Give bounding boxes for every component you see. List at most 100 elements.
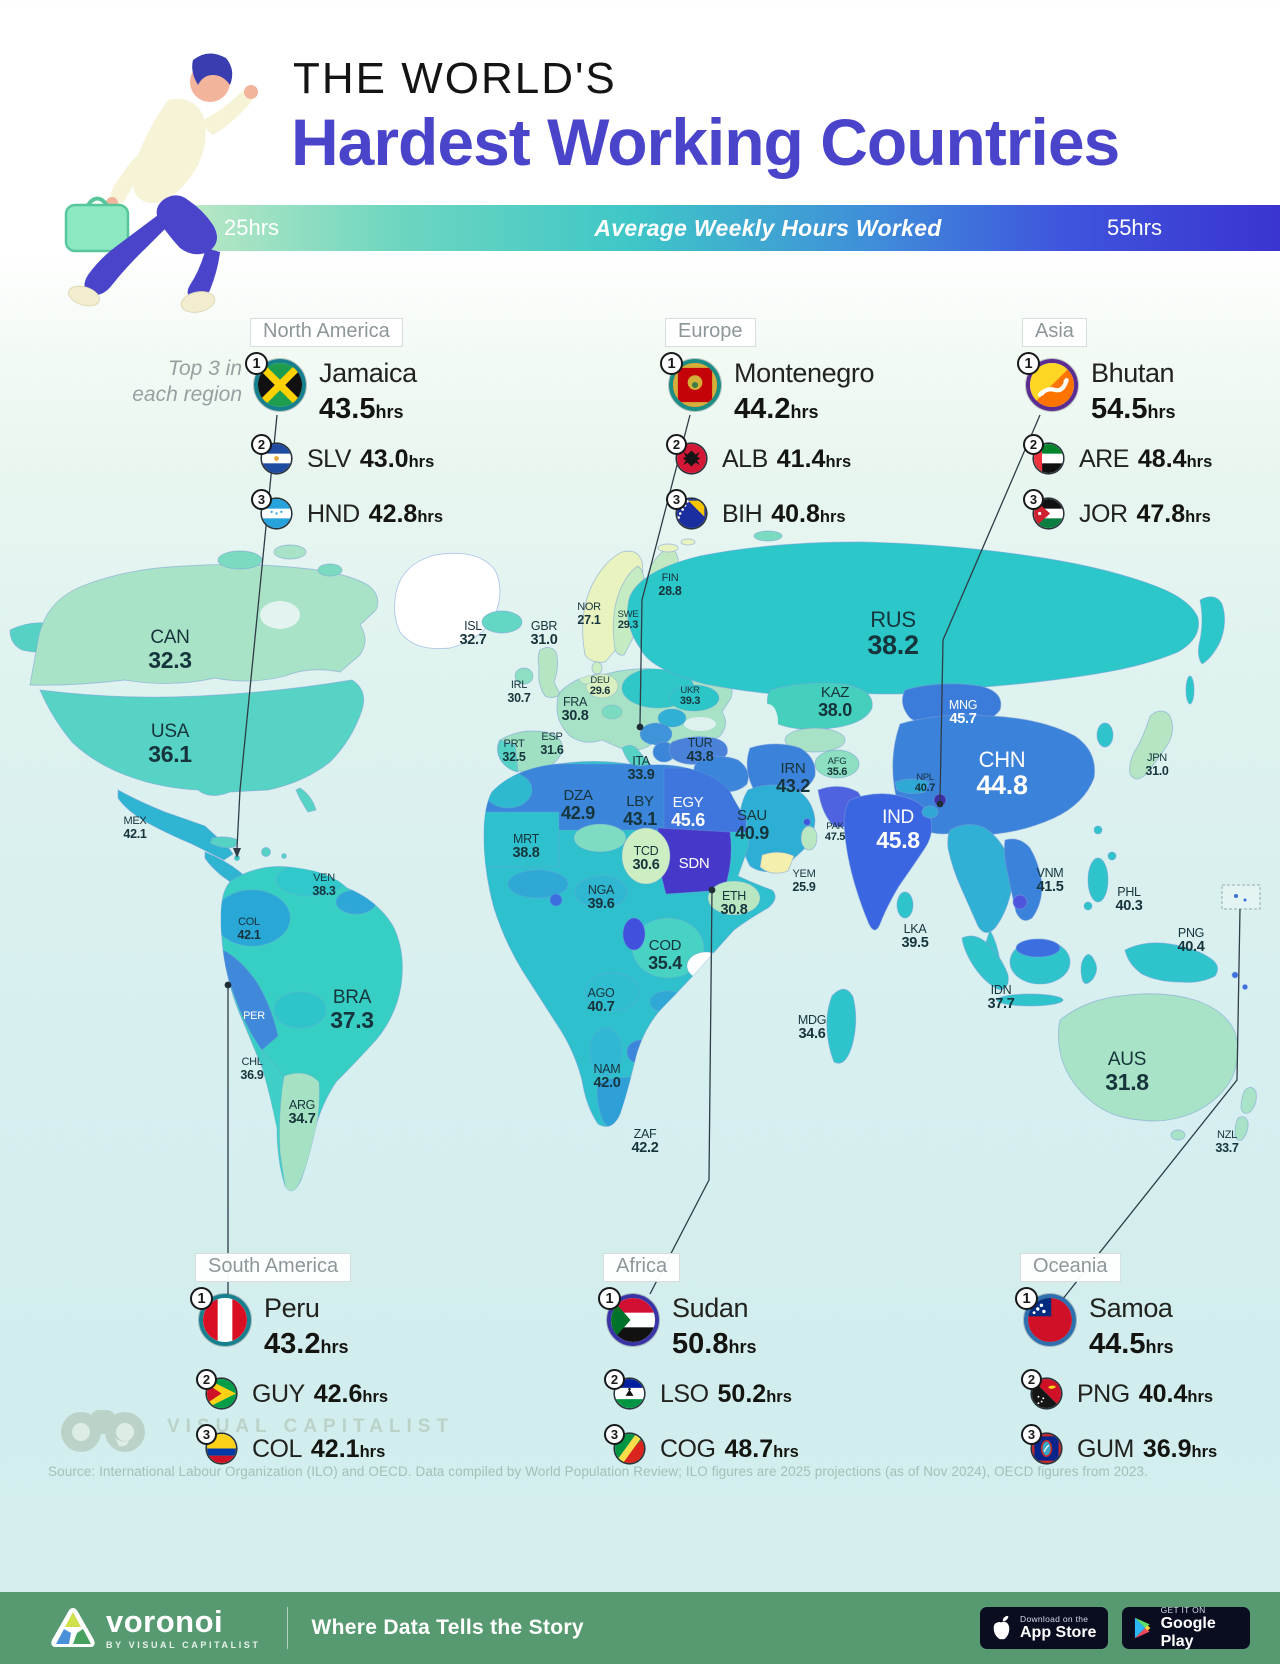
scale-min-label: 25hrs — [224, 215, 280, 240]
map-label-sau: SAU 40.9 — [735, 807, 769, 843]
country-code: ARE — [1079, 444, 1129, 473]
north-america-landmass — [9, 544, 379, 897]
top2-row: 2 LSO 50.2hrs — [604, 1369, 792, 1409]
country-code: HND — [307, 499, 360, 528]
top3-row: 3 COG 48.7hrs — [604, 1424, 799, 1464]
leader-dot-sudan — [708, 886, 716, 894]
map-label-deu: DEU 29.6 — [589, 675, 611, 698]
top3-note: Top 3 in each region — [132, 357, 242, 407]
country-hours: 47.8hrs — [1136, 499, 1211, 528]
map-label-isl: ISL 32.7 — [459, 619, 487, 649]
rank-2-badge: 2 — [666, 434, 687, 455]
map-label-ago: AGO 40.7 — [587, 986, 615, 1016]
country-hours: 41.4hrs — [776, 444, 852, 473]
country-code: SLV — [307, 444, 351, 473]
voronoi-wordmark: voronoi — [106, 1604, 224, 1639]
top1-row: 1 Peru 43.2hrs — [190, 1287, 349, 1360]
footer-divider — [286, 1607, 288, 1649]
region-label: Europe — [665, 318, 756, 347]
map-label-nam: NAM 42.0 — [593, 1062, 621, 1092]
country-code: ALB — [722, 444, 768, 473]
rank-1-badge: 1 — [660, 352, 683, 375]
voronoi-byline: BY VISUAL CAPITALIST — [106, 1640, 261, 1650]
map-label-idn: IDN 37.7 — [987, 983, 1015, 1013]
map-label-tur: TUR 43.8 — [686, 736, 714, 766]
rank-3-badge: 3 — [251, 489, 272, 510]
rank-2-badge: 2 — [604, 1369, 625, 1390]
region-label: Africa — [603, 1253, 681, 1282]
country-hours: 54.5hrs — [1091, 393, 1176, 425]
app-store-badge[interactable]: Download on the App Store — [980, 1607, 1108, 1649]
europe-landmass — [481, 530, 783, 792]
map-label-ukr: UKR 39.3 — [679, 685, 701, 708]
map-label-mrt: MRT 38.8 — [512, 832, 540, 862]
google-play-icon — [1134, 1617, 1151, 1639]
top2-row: 2 GUY 42.6hrs — [196, 1369, 389, 1409]
rank-1-badge: 1 — [1015, 1287, 1038, 1310]
map-label-tcd: TCD 30.6 — [632, 844, 660, 874]
country-hours: 36.9hrs — [1142, 1434, 1218, 1463]
country-code: PNG — [1077, 1379, 1130, 1408]
runner-illustration — [64, 53, 258, 313]
region-label: South America — [195, 1253, 352, 1282]
map-label-irn: IRN 43.2 — [776, 760, 810, 796]
map-label-ind: IND 45.8 — [876, 807, 920, 854]
leader-dot-bhutan — [936, 800, 944, 808]
color-scale-legend: 25hrs Average Weekly Hours Worked 55hrs — [196, 205, 1280, 251]
map-label-cod: COD 35.4 — [648, 937, 682, 973]
map-label-per: PER — [243, 1010, 265, 1022]
country-hours: 48.4hrs — [1137, 444, 1213, 473]
rank-2-badge: 2 — [1023, 434, 1044, 455]
map-label-ita: ITA 33.9 — [627, 754, 655, 784]
greenland — [394, 552, 501, 650]
map-label-pak: PAK 47.5 — [824, 821, 846, 844]
scale-title: Average Weekly Hours Worked — [594, 215, 942, 241]
flag-bt-icon — [1026, 359, 1078, 411]
country-name: Jamaica — [319, 358, 417, 388]
map-label-mdg: MDG 34.6 — [797, 1013, 827, 1043]
map-label-irl: IRL 30.7 — [507, 679, 531, 705]
rank-3-badge: 3 — [196, 1424, 217, 1445]
country-code: GUM — [1077, 1434, 1134, 1463]
map-label-esp: ESP 31.6 — [540, 731, 564, 757]
country-name: Peru — [264, 1293, 320, 1323]
rank-1-badge: 1 — [190, 1287, 213, 1310]
country-hours: 42.6hrs — [313, 1379, 389, 1408]
binoculars-icon — [61, 1410, 145, 1452]
rank-2-badge: 2 — [1021, 1369, 1042, 1390]
top1-row: 1 Montenegro 44.2hrs — [660, 352, 875, 424]
footer-bar: voronoi BY VISUAL CAPITALIST Where Data … — [0, 1592, 1280, 1664]
leader-line-oceania — [1061, 908, 1241, 1301]
country-code: COG — [660, 1434, 716, 1463]
country-hours: 40.4hrs — [1138, 1379, 1214, 1408]
map-label-npl: NPL 40.7 — [914, 772, 936, 795]
rank-1-badge: 1 — [245, 352, 268, 375]
country-code: BIH — [722, 499, 763, 528]
country-hours: 42.8hrs — [368, 499, 444, 528]
leader-line-africa — [649, 889, 713, 1295]
rank-3-badge: 3 — [666, 489, 687, 510]
title-line1: THE WORLD'S — [293, 54, 617, 103]
flag-ls-icon — [615, 1379, 644, 1408]
voronoi-logo: voronoi BY VISUAL CAPITALIST — [50, 1606, 261, 1650]
rank-3-badge: 3 — [604, 1424, 625, 1445]
top3-row: 3 BIH 40.8hrs — [666, 489, 846, 529]
map-label-fra: FRA 30.8 — [561, 695, 589, 725]
map-label-mng: MNG 45.7 — [948, 698, 978, 728]
country-hours: 43.2hrs — [264, 1328, 349, 1360]
oceania-landmass — [961, 935, 1257, 1141]
map-label-bra: BRA 37.3 — [330, 987, 374, 1034]
callout-north-america: North America 1 Jamaica 43.5hrs 2 SLV 43… — [245, 318, 550, 558]
country-code: JOR — [1079, 499, 1128, 528]
top3-row: 3 JOR 47.8hrs — [1023, 489, 1211, 529]
map-label-afg: AFG 35.6 — [826, 756, 848, 779]
google-play-badge[interactable]: GET IT ON Google Play — [1122, 1605, 1250, 1650]
top2-row: 2 ALB 41.4hrs — [666, 434, 852, 474]
map-label-yem: YEM 25.9 — [792, 868, 816, 894]
map-label-aus: AUS 31.8 — [1105, 1049, 1149, 1096]
map-label-dza: DZA 42.9 — [561, 787, 595, 823]
leader-dot-peru — [224, 981, 232, 989]
top3-row: 3 HND 42.8hrs — [251, 489, 444, 529]
top3-row: 3 GUM 36.9hrs — [1021, 1424, 1218, 1464]
map-label-nga: NGA 39.6 — [587, 883, 615, 913]
